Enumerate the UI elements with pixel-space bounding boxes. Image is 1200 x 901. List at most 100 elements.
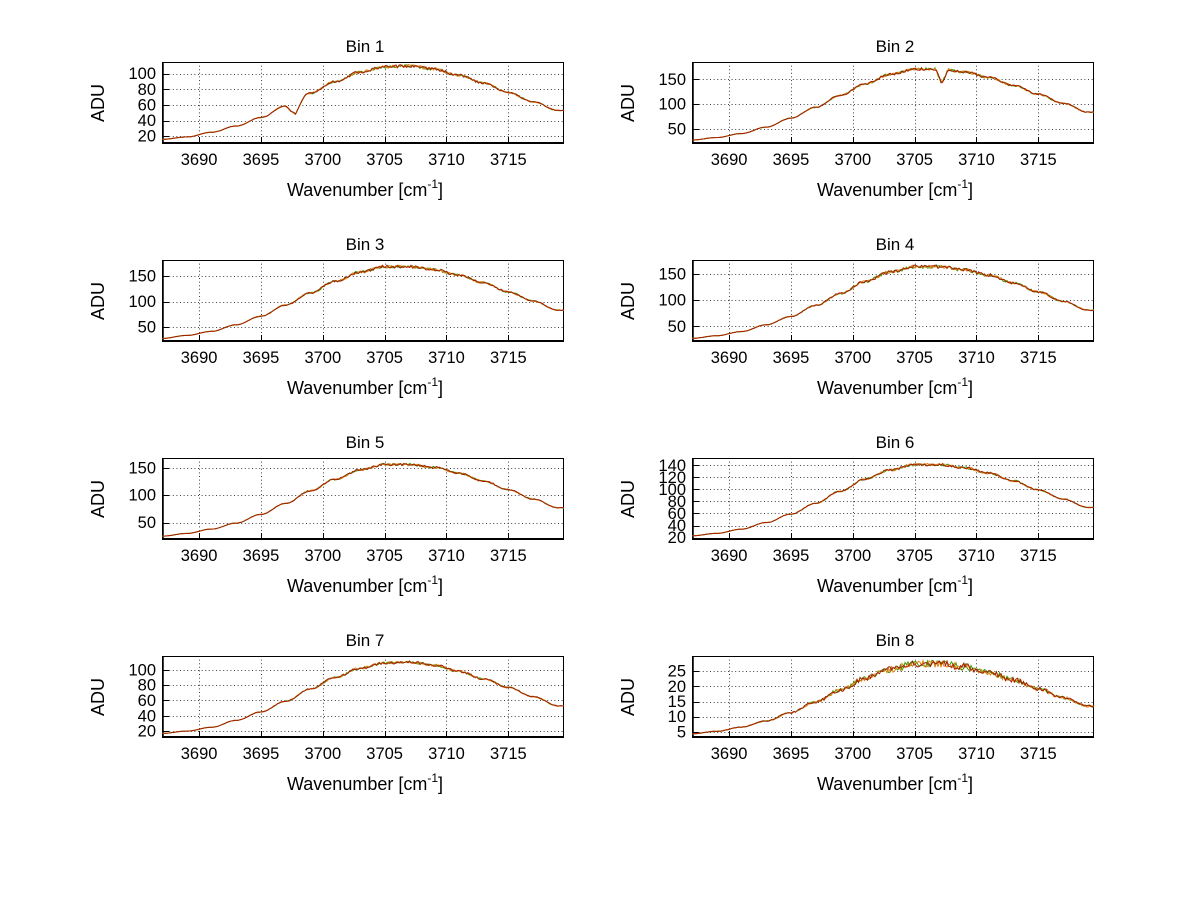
x-axis-label: Wavenumber [cm-1]	[164, 375, 566, 399]
svg-text:3695: 3695	[773, 745, 810, 763]
svg-text:3710: 3710	[958, 151, 995, 169]
svg-text:3700: 3700	[304, 547, 341, 565]
svg-text:100: 100	[128, 661, 156, 679]
x-axis-label-bracket: ]	[438, 774, 444, 794]
svg-text:3700: 3700	[834, 745, 871, 763]
svg-text:3700: 3700	[834, 349, 871, 367]
x-axis-label-text: Wavenumber [cm	[286, 774, 428, 794]
x-axis-label-superscript: -1	[427, 573, 439, 587]
svg-text:50: 50	[668, 121, 686, 139]
plot-title: Bin 4	[875, 235, 915, 254]
x-axis-label: Wavenumber [cm-1]	[164, 573, 566, 597]
trace-dark-red	[161, 462, 565, 537]
trace-orange	[161, 462, 565, 537]
trace-green	[692, 265, 1095, 339]
plot-row: ADU 3690 3695 3700 3705 3710 3715 50 100 150	[618, 62, 1098, 176]
x-axis-label: Wavenumber [cm-1]	[694, 375, 1096, 399]
trace-green	[162, 265, 565, 339]
svg-text:3690: 3690	[711, 349, 748, 367]
trace-orange	[692, 67, 1095, 141]
plot-row: ADU 3690 3695 3700 3705 3710 3715 20 40 60 80 100	[88, 62, 568, 176]
svg-text:20: 20	[138, 128, 156, 146]
svg-text:3690: 3690	[711, 547, 748, 565]
svg-text:20: 20	[668, 529, 686, 547]
x-axis-label-superscript: -1	[427, 771, 439, 785]
svg-text:100: 100	[128, 65, 156, 83]
svg-text:40: 40	[138, 112, 156, 130]
plot-area: 3690 3695 3700 3705 3710 3715 50 100 150	[644, 260, 1096, 374]
svg-text:10: 10	[668, 708, 686, 726]
x-axis-label-superscript: -1	[957, 573, 969, 587]
plot-title: Bin 5	[345, 433, 385, 452]
subplot-bin-1: Bin 1 ADU 3690 3695 3700 3705 3710 3715 20 40 60…	[88, 36, 568, 234]
plot-svg: 3690 3695 3700 3705 3710 3715 50 100 150	[128, 458, 565, 565]
svg-text:3690: 3690	[181, 151, 218, 169]
plot-title: Bin 1	[345, 37, 385, 56]
svg-text:3715: 3715	[490, 349, 527, 367]
svg-text:3705: 3705	[896, 151, 933, 169]
y-axis-label: ADU	[88, 282, 108, 321]
svg-text:40: 40	[668, 517, 686, 535]
x-axis-label-superscript: -1	[427, 177, 439, 191]
svg-text:60: 60	[668, 505, 686, 523]
y-axis-label: ADU	[88, 678, 108, 717]
svg-text:3705: 3705	[366, 151, 403, 169]
x-axis-label: Wavenumber [cm-1]	[694, 771, 1096, 795]
svg-text:3715: 3715	[1020, 745, 1057, 763]
svg-text:3710: 3710	[428, 745, 465, 763]
plot-svg: 3690 3695 3700 3705 3710 3715 2040608010012014…	[658, 457, 1095, 565]
svg-text:150: 150	[658, 266, 686, 284]
svg-text:3710: 3710	[428, 547, 465, 565]
subplot-bin-7: Bin 7 ADU 3690 3695 3700 3705 3710 3715 20 40 60…	[88, 630, 568, 828]
trace-dark-red	[162, 264, 565, 339]
svg-text:3715: 3715	[1020, 547, 1057, 565]
svg-text:60: 60	[138, 96, 156, 114]
svg-text:50: 50	[138, 318, 156, 336]
svg-text:3715: 3715	[1020, 151, 1057, 169]
svg-text:3700: 3700	[834, 547, 871, 565]
svg-text:3695: 3695	[243, 151, 280, 169]
svg-text:5: 5	[677, 723, 686, 741]
x-axis-label: Wavenumber [cm-1]	[694, 573, 1096, 597]
x-axis-label-text: Wavenumber [cm	[286, 576, 428, 596]
x-axis-label: Wavenumber [cm-1]	[164, 771, 566, 795]
x-axis-label-superscript: -1	[957, 177, 969, 191]
y-axis-label: ADU	[618, 282, 638, 321]
svg-text:100: 100	[128, 293, 156, 311]
svg-text:3715: 3715	[490, 151, 527, 169]
svg-text:3715: 3715	[490, 745, 527, 763]
subplot-bin-2: Bin 2 ADU 3690 3695 3700 3705 3710 3715 50 100 1…	[618, 36, 1098, 234]
x-axis-label-superscript: -1	[427, 375, 439, 389]
svg-text:100: 100	[658, 481, 686, 499]
plot-svg: 3690 3695 3700 3705 3710 3715 50 100 150	[658, 260, 1095, 367]
trace-orange	[162, 264, 565, 339]
subplot-bin-8: Bin 8 ADU 3690 3695 3700 3705 3710 3715 5 10 15 2…	[618, 630, 1098, 828]
x-axis-label-text: Wavenumber [cm	[816, 180, 958, 200]
svg-text:120: 120	[658, 469, 686, 487]
x-axis-label-text: Wavenumber [cm	[816, 774, 958, 794]
trace-green	[692, 66, 1095, 141]
svg-text:60: 60	[138, 692, 156, 710]
svg-text:3715: 3715	[490, 547, 527, 565]
svg-text:3695: 3695	[773, 349, 810, 367]
svg-text:80: 80	[138, 677, 156, 695]
svg-text:3705: 3705	[366, 745, 403, 763]
trace-dark-red	[691, 462, 1095, 537]
plot-area: 3690 3695 3700 3705 3710 3715 20 40 60 80 100	[114, 656, 566, 770]
svg-text:100: 100	[658, 96, 686, 114]
subplot-bin-6: Bin 6 ADU 3690 3695 3700 3705 3710 3715 20 40 60…	[618, 432, 1098, 630]
svg-text:3695: 3695	[243, 547, 280, 565]
plot-area: 3690 3695 3700 3705 3710 3715 20 40 60 80 100 120 14…	[644, 457, 1096, 572]
y-axis-label: ADU	[618, 678, 638, 717]
subplot-bin-4: Bin 4 ADU 3690 3695 3700 3705 3710 3715 50 100 1…	[618, 234, 1098, 432]
trace-orange	[692, 462, 1095, 537]
trace-orange	[692, 658, 1094, 735]
svg-text:80: 80	[138, 81, 156, 99]
svg-text:3695: 3695	[773, 151, 810, 169]
x-axis-label-bracket: ]	[968, 180, 974, 200]
plot-svg: 3690 3695 3700 3705 3710 3715 50 100 150	[658, 62, 1095, 169]
plot-area: 3690 3695 3700 3705 3710 3715 5 10 15 20 25	[644, 656, 1096, 770]
x-axis-label-bracket: ]	[968, 576, 974, 596]
svg-text:3705: 3705	[366, 547, 403, 565]
